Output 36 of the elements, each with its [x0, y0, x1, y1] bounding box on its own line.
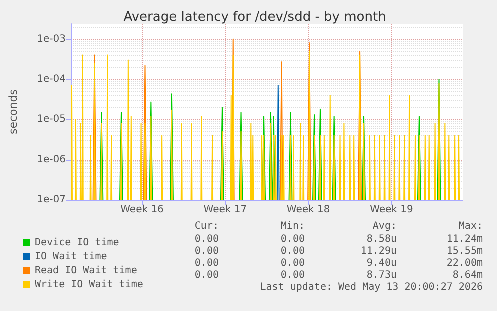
legend-label: Read IO Wait time [35, 266, 138, 276]
y-tick-label: 1e-06 [37, 154, 66, 166]
y-tick-label: 1e-04 [37, 74, 66, 85]
legend-label: IO Wait time [35, 252, 108, 262]
x-tick-label: Week 18 [286, 204, 330, 216]
x-tick-label: Week 17 [204, 204, 248, 216]
text: Cur: [194, 221, 219, 232]
text: 0.00 [194, 258, 219, 269]
legend-label: Device IO time [35, 238, 120, 248]
text: 15.55m [446, 246, 483, 257]
chart-title: Average latency for /dev/sdd - by month [124, 10, 386, 25]
text: 0.00 [280, 270, 305, 281]
text: 8.58u [366, 234, 397, 245]
text: 8.73u [366, 270, 397, 281]
text: 0.00 [194, 270, 219, 281]
text: 0.00 [280, 234, 305, 245]
y-tick-label: 1e-03 [37, 34, 66, 45]
text: Avg: [372, 221, 397, 232]
text: 22.00m [446, 258, 483, 269]
text: 8.64m [452, 270, 483, 281]
text: 0.00 [194, 246, 219, 257]
legend-label: Write IO Wait time [35, 280, 144, 290]
text: 11.24m [446, 234, 483, 245]
text: 0.00 [280, 258, 305, 269]
text: 11.29u [360, 246, 397, 257]
y-tick-label: 1e-07 [37, 194, 66, 206]
x-tick-label: Week 19 [370, 204, 414, 216]
text: 0.00 [194, 234, 219, 245]
text: Min: [280, 221, 305, 232]
text: 0.00 [280, 246, 305, 257]
y-tick-label: 1e-05 [37, 114, 66, 126]
y-axis-title: seconds [7, 89, 20, 134]
text: 9.40u [366, 258, 397, 269]
text: Last update: Wed May 13 20:00:27 2026 [260, 282, 483, 293]
x-tick-label: Week 16 [120, 204, 164, 216]
text: Max: [458, 221, 483, 232]
